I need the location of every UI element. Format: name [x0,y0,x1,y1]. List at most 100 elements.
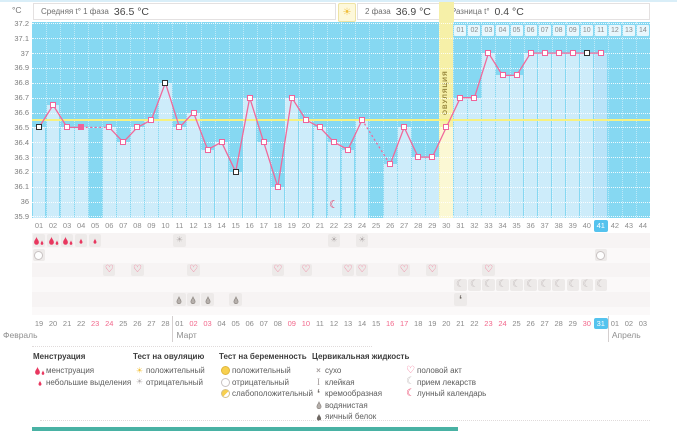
cycle-day-cell-43[interactable]: 43 [624,221,634,230]
temp-marker-day-10[interactable] [162,79,169,86]
temp-marker-day-13[interactable] [204,146,211,153]
date-cell[interactable]: 27 [147,319,156,328]
intercourse-cell[interactable]: ♡ [426,263,439,277]
date-cell[interactable]: 19 [428,319,437,328]
date-cell[interactable]: 28 [161,319,170,328]
temp-marker-day-41[interactable] [597,50,604,57]
temp-marker-day-28[interactable] [415,154,422,161]
medication-cell[interactable]: ☾ [496,278,509,291]
cervical-fluid-cell[interactable] [173,293,186,306]
cycle-day-cell-29[interactable]: 29 [428,221,437,230]
menstruation-cell[interactable] [60,234,74,247]
date-cell[interactable]: 09 [287,319,296,328]
cycle-day-cell-19[interactable]: 19 [287,221,296,230]
cycle-day-cell-33[interactable]: 33 [484,221,493,230]
temp-marker-day-32[interactable] [471,94,478,101]
temp-marker-day-7[interactable] [120,139,127,146]
temp-marker-day-24[interactable] [359,116,366,123]
date-cell[interactable]: 24 [105,319,114,328]
date-cell[interactable]: 01 [610,319,620,328]
cycle-day-cell-27[interactable]: 27 [400,221,409,230]
date-cell[interactable]: 20 [442,319,451,328]
cycle-day-cell-08[interactable]: 08 [133,221,142,230]
date-cell[interactable]: 13 [343,319,353,328]
date-cell[interactable]: 24 [498,319,507,328]
intercourse-cell[interactable]: ♡ [271,263,284,277]
date-cell[interactable]: 20 [48,319,58,328]
date-cell[interactable]: 06 [245,319,254,328]
medication-cell[interactable]: ☾ [580,278,593,291]
temp-marker-day-4[interactable] [78,124,85,131]
cycle-day-cell-22[interactable]: 22 [329,221,339,230]
cycle-day-cell-25[interactable]: 25 [371,221,381,230]
cycle-day-cell-30[interactable]: 30 [442,221,451,230]
temp-marker-day-1[interactable] [36,124,43,131]
temp-marker-day-38[interactable] [555,50,562,57]
date-cell[interactable]: 23 [484,319,493,328]
temp-marker-day-31[interactable] [457,94,464,101]
temp-marker-day-35[interactable] [513,72,520,79]
date-cell[interactable]: 22 [470,319,479,328]
date-cell[interactable]: 17 [400,319,409,328]
intercourse-cell[interactable]: ♡ [482,263,495,277]
cycle-day-cell-32[interactable]: 32 [470,221,479,230]
cycle-day-cell-16[interactable]: 16 [245,221,254,230]
temp-marker-day-27[interactable] [401,124,408,131]
cycle-day-cell-06[interactable]: 06 [105,221,114,230]
cycle-day-cell-39[interactable]: 39 [568,221,577,230]
temp-marker-day-34[interactable] [499,72,506,79]
temp-marker-day-19[interactable] [288,94,295,101]
date-cell[interactable]: 14 [357,319,367,328]
date-cell[interactable]: 01 [175,319,184,328]
temp-marker-day-23[interactable] [345,146,351,153]
cycle-day-cell-14[interactable]: 14 [217,221,226,230]
intercourse-cell[interactable]: ♡ [131,263,144,277]
temp-marker-day-29[interactable] [429,154,436,161]
cervical-fluid-cell[interactable]: , [454,293,467,306]
cycle-day-cell-02[interactable]: 02 [48,221,58,230]
date-cell[interactable]: 08 [273,319,282,328]
date-cell[interactable]: 15 [371,319,381,328]
temp-marker-day-14[interactable] [218,139,225,146]
date-cell[interactable]: 27 [540,319,549,328]
date-cell[interactable]: 03 [203,319,212,328]
ovulation-test-cell[interactable]: ☀ [327,234,341,247]
date-cell[interactable]: 02 [189,319,198,328]
cycle-day-cell-40[interactable]: 40 [582,221,591,230]
date-cell[interactable]: 26 [526,319,535,328]
date-cell[interactable]: 22 [76,319,86,328]
temp-marker-day-11[interactable] [176,124,183,131]
cervical-fluid-cell[interactable] [201,293,214,306]
cycle-day-cell-38[interactable]: 38 [554,221,563,230]
cycle-day-cell-12[interactable]: 12 [189,221,198,230]
date-cell[interactable]: 21 [456,319,465,328]
date-cell[interactable]: 26 [133,319,142,328]
temp-marker-day-6[interactable] [106,124,113,131]
cycle-day-cell-09[interactable]: 09 [147,221,156,230]
cycle-day-cell-10[interactable]: 10 [161,221,170,230]
menstruation-cell[interactable] [46,234,60,247]
medication-cell[interactable]: ☾ [538,278,551,291]
cycle-day-cell-34[interactable]: 34 [498,221,507,230]
intercourse-cell[interactable]: ♡ [187,263,200,277]
medication-cell[interactable]: ☾ [468,278,481,291]
pregnancy-test-cell[interactable] [594,249,607,262]
cycle-day-cell-05[interactable]: 05 [91,221,100,230]
cycle-day-cell-41[interactable]: 41 [593,220,608,232]
cycle-day-cell-04[interactable]: 04 [76,221,86,230]
temp-marker-day-21[interactable] [316,124,323,131]
temp-marker-day-2[interactable] [50,102,57,109]
date-cell[interactable]: 19 [34,319,44,328]
date-cell[interactable]: 04 [217,319,226,328]
cycle-day-cell-24[interactable]: 24 [357,221,367,230]
cycle-day-cell-31[interactable]: 31 [456,221,465,230]
spotting-cell[interactable] [74,234,88,247]
cycle-day-cell-37[interactable]: 37 [540,221,549,230]
temp-marker-day-17[interactable] [260,139,267,146]
cycle-day-cell-11[interactable]: 11 [175,221,184,230]
medication-cell[interactable]: ☾ [454,278,467,291]
date-cell[interactable]: 28 [554,319,563,328]
cycle-day-cell-15[interactable]: 15 [231,221,240,230]
cycle-day-cell-17[interactable]: 17 [259,221,268,230]
date-cell[interactable]: 31 [593,318,608,329]
